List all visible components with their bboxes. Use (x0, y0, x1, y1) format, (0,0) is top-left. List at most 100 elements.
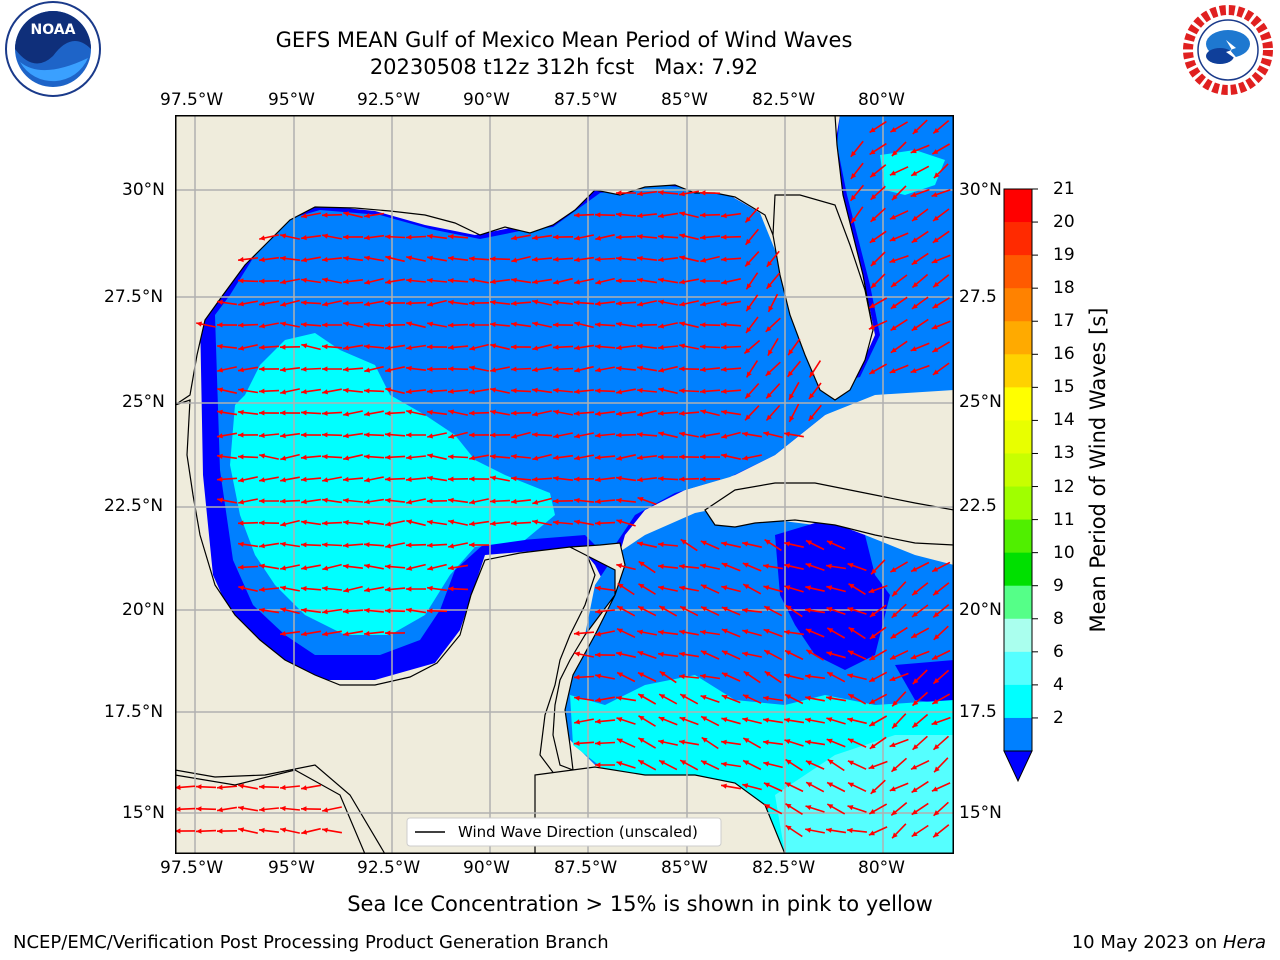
wave-arrow-head (469, 476, 475, 482)
colorbar-tick-label: 16 (1053, 344, 1075, 365)
wave-arrow-head (701, 606, 707, 612)
wave-arrow-head (511, 453, 517, 460)
wave-arrow-head (679, 233, 686, 239)
wave-arrow-head (595, 477, 601, 483)
wave-arrow-head (364, 344, 370, 350)
wave-arrow-head (932, 654, 938, 660)
wave-arrow-head (785, 605, 792, 611)
wave-arrow-head (679, 563, 685, 570)
wave-arrow-head (574, 388, 580, 395)
wave-arrow-head (301, 785, 307, 791)
wave-arrow-head (910, 192, 917, 197)
wave-arrow-head (427, 498, 433, 504)
wave-arrow-head (259, 323, 265, 329)
wave-arrow-head (343, 321, 349, 327)
wave-arrow-head (280, 344, 286, 350)
wave-arrow-head (912, 678, 919, 684)
wave-arrow-head (911, 303, 918, 309)
wave-arrow-head (721, 562, 728, 568)
colorbar-block (1004, 387, 1032, 421)
lon-label: 85°W (661, 90, 708, 110)
colorbar-block (1004, 684, 1032, 719)
colorbar-tick-label: 4 (1053, 674, 1064, 695)
colorbar-tick-label: 15 (1053, 377, 1075, 398)
wave-arrow-head (763, 782, 770, 788)
wave-arrow-head (638, 583, 645, 589)
wave-arrow-head (658, 651, 664, 657)
wave-arrow-head (343, 278, 349, 285)
wave-arrow-head (910, 148, 917, 154)
wave-arrow-head (469, 521, 475, 527)
wave-arrow-head (931, 192, 938, 197)
wave-arrow-head (427, 453, 434, 459)
wave-arrow-head (721, 761, 727, 767)
wave-arrow-head (511, 366, 517, 372)
wave-arrow-head (679, 191, 685, 197)
wave-arrow-head (385, 497, 391, 504)
wave-arrow-head (617, 628, 623, 634)
wave-arrow-head (280, 433, 286, 439)
wave-arrow-head (700, 278, 706, 284)
wave-arrow-head (469, 455, 475, 461)
wave-arrow-head (784, 717, 790, 723)
wave-arrow-head (847, 717, 854, 723)
wave-arrow-head (721, 739, 727, 745)
wave-arrow-head (595, 367, 601, 373)
wave-arrow-head (616, 475, 622, 481)
wave-arrow-head (511, 300, 517, 306)
wave-arrow-head (490, 475, 496, 481)
wave-arrow-head (343, 608, 349, 614)
wave-arrow-head (870, 216, 877, 222)
wave-arrow-head (616, 300, 622, 306)
wave-arrow-head (553, 322, 559, 328)
wave-arrow-head (638, 760, 645, 766)
wave-arrow-head (745, 414, 751, 421)
wave-arrow-head (805, 673, 811, 679)
wave-arrow-head (637, 277, 643, 283)
wave-arrow-head (827, 804, 834, 809)
wave-arrow-head (364, 499, 370, 505)
wave-arrow-head (805, 717, 811, 723)
wave-arrow-head (511, 410, 517, 416)
wave-arrow-head (700, 629, 706, 635)
wave-arrow-head (532, 235, 538, 241)
wave-arrow-head (574, 651, 580, 657)
lat-label: 15°N (959, 803, 1002, 823)
wave-arrow-head (301, 829, 308, 835)
wave-arrow-head (511, 344, 517, 350)
wave-arrow-head (574, 235, 580, 241)
wave-arrow-head (932, 369, 939, 375)
wave-arrow-head (448, 366, 454, 372)
wave-arrow-head (364, 519, 370, 525)
wave-arrow-head (469, 277, 475, 283)
lat-label: 22.5°N (104, 496, 164, 516)
wave-arrow-head (701, 760, 707, 766)
wave-arrow-head (700, 650, 707, 656)
lon-label: 90°W (463, 90, 510, 110)
wave-arrow-head (933, 831, 939, 838)
wave-arrow-head (553, 256, 559, 262)
wave-arrow-head (637, 629, 643, 635)
wave-arrow-head (595, 585, 601, 591)
wave-arrow-head (847, 607, 854, 612)
wave-arrow-head (787, 370, 794, 377)
wave-arrow-head (763, 717, 769, 723)
wave-arrow-head (364, 542, 370, 548)
wave-arrow-head (616, 432, 622, 438)
wave-arrow-head (532, 387, 538, 393)
wave-arrow-head (490, 367, 496, 373)
wave-arrow-head (700, 584, 707, 590)
wave-arrow-head (616, 389, 622, 395)
wave-arrow-head (238, 564, 244, 570)
wave-arrow-head (448, 388, 454, 394)
wave-arrow-head (595, 300, 601, 307)
wave-arrow-head (280, 233, 287, 239)
wave-arrow-head (637, 541, 644, 547)
wave-arrow-head (933, 611, 940, 618)
wave-arrow-head (784, 541, 791, 547)
wave-arrow-head (343, 455, 350, 461)
wave-arrow-head (745, 238, 751, 245)
wave-arrow-head (574, 433, 580, 439)
wave-arrow-head (322, 432, 328, 438)
wave-arrow-head (826, 651, 833, 657)
